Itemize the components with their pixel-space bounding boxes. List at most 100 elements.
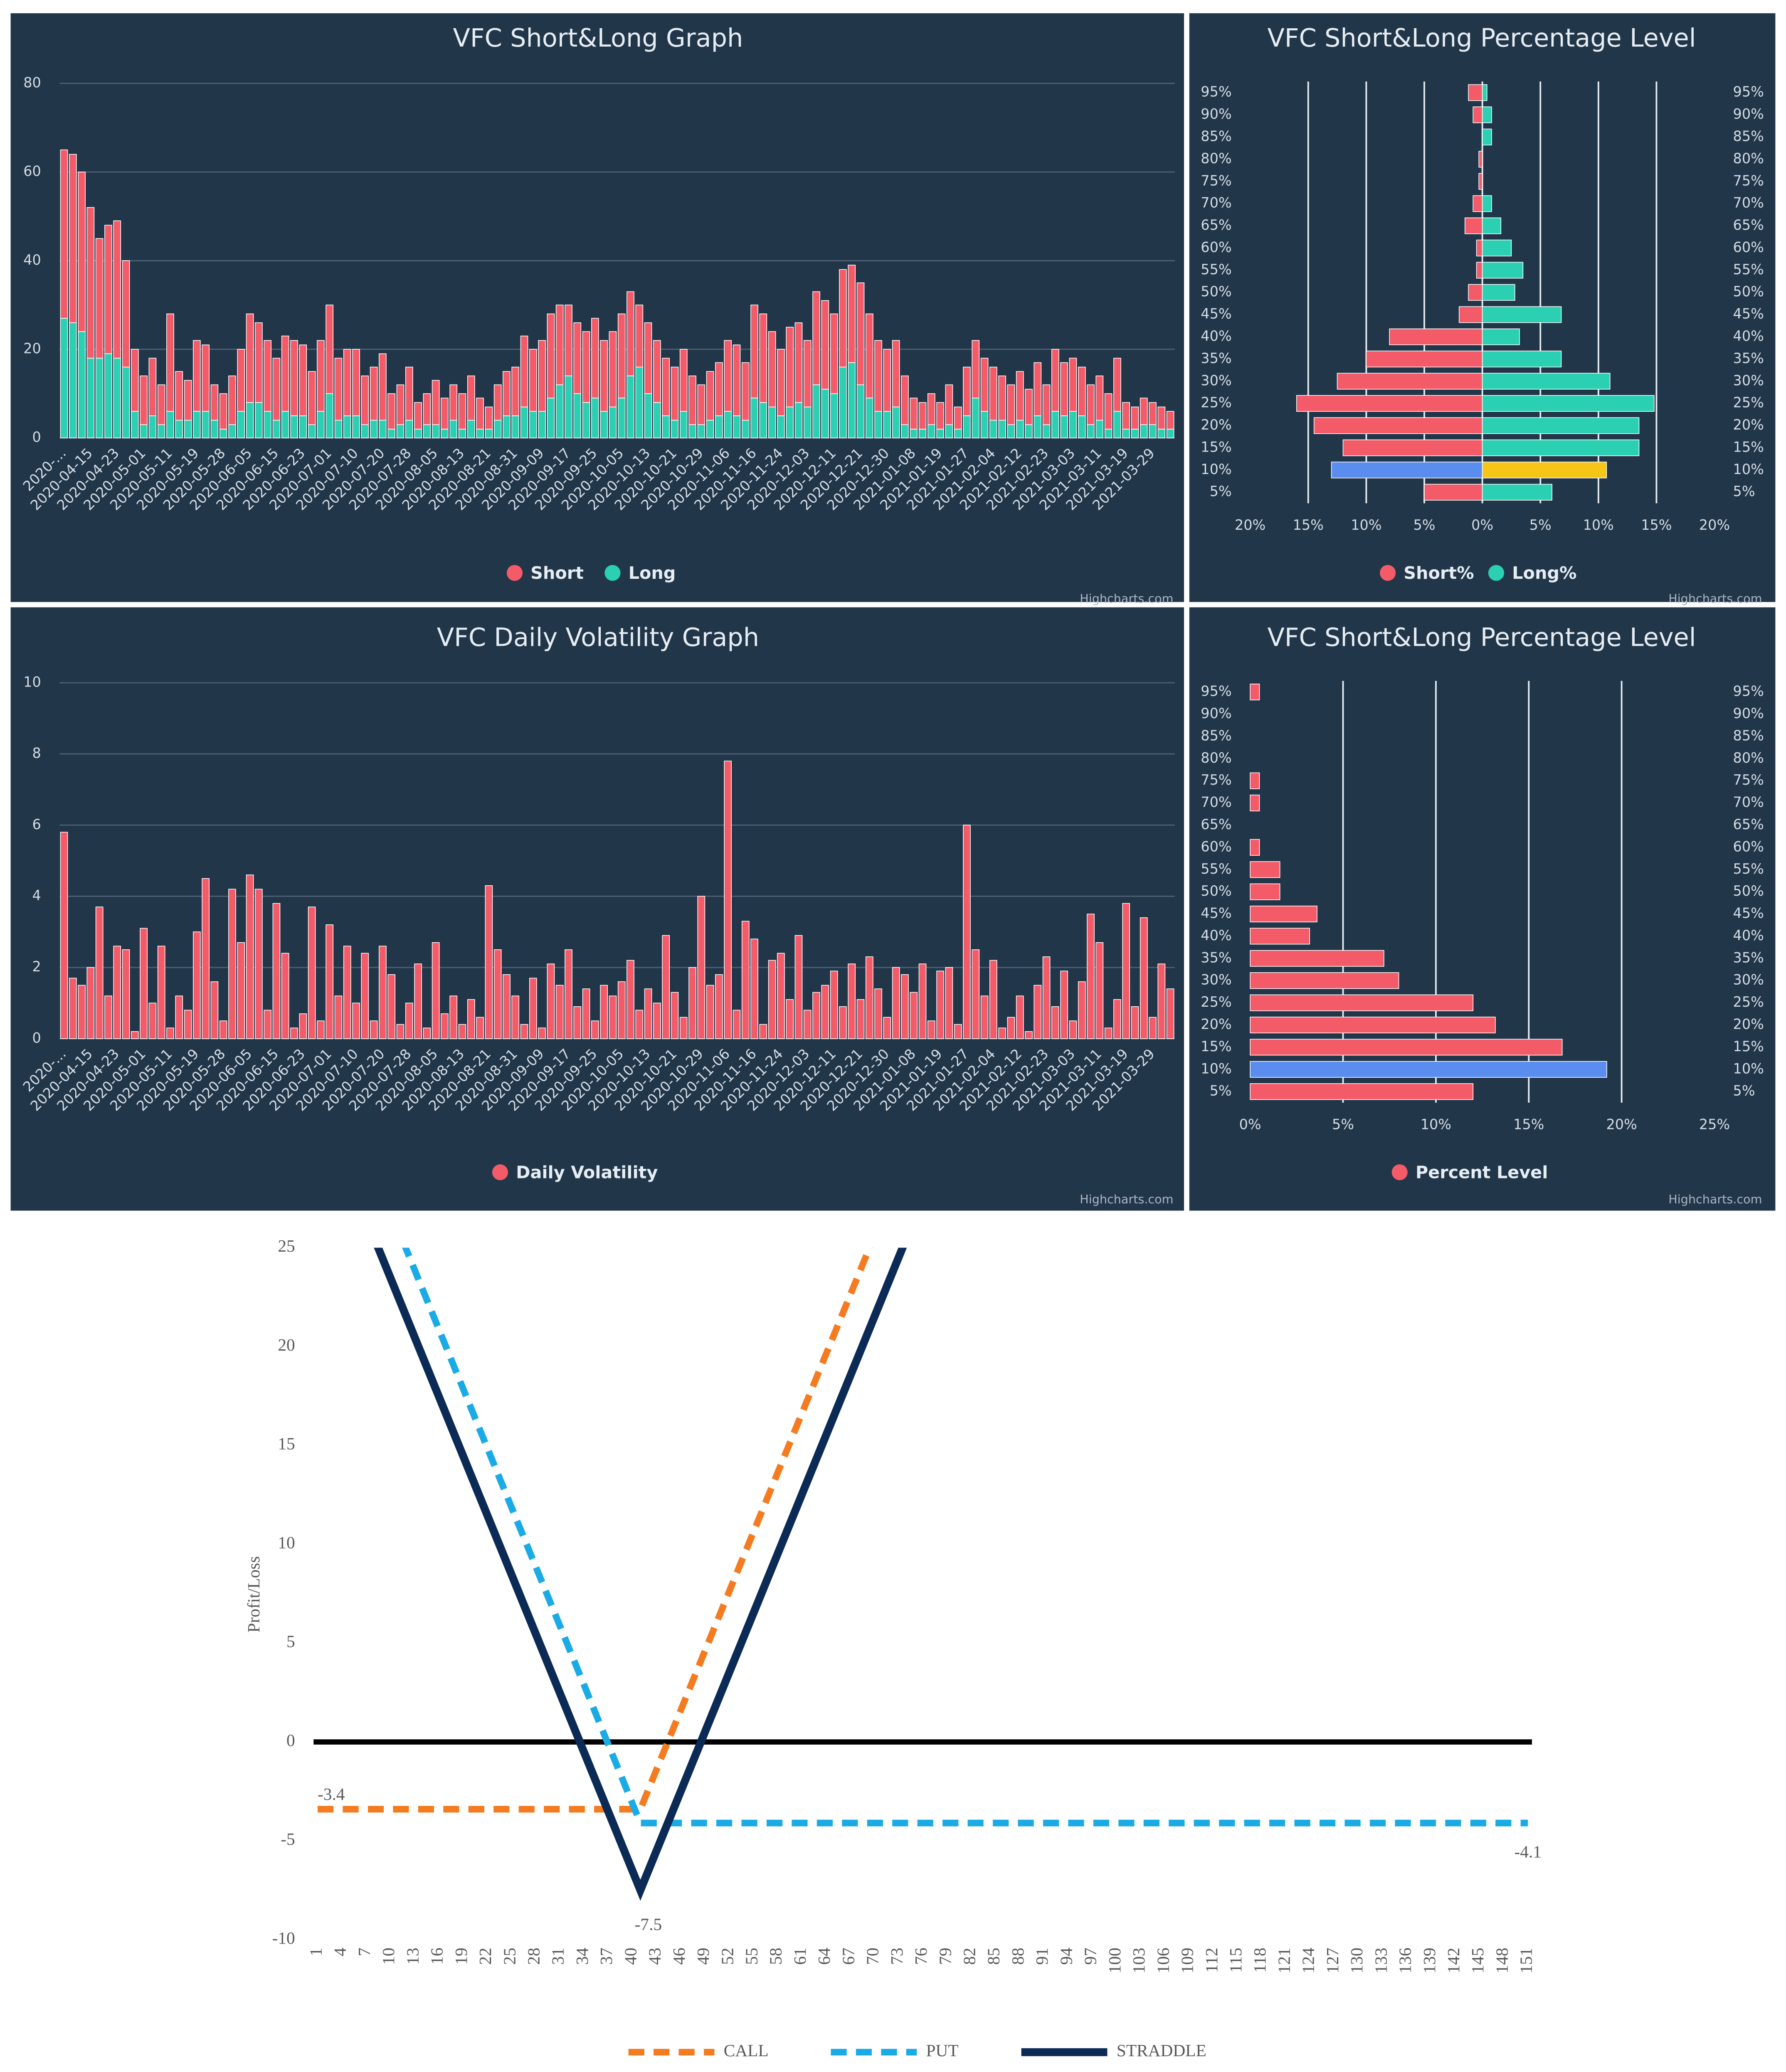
x-tick-label: 28 bbox=[524, 1948, 543, 1965]
y-tick-label-right: 95% bbox=[1733, 84, 1764, 100]
bar bbox=[157, 424, 165, 439]
bar bbox=[148, 358, 157, 416]
bar bbox=[1250, 772, 1260, 789]
bar bbox=[830, 393, 838, 439]
x-tick-label: 100 bbox=[1105, 1948, 1124, 1973]
bar bbox=[609, 406, 617, 439]
y-tick-label: 20 bbox=[278, 1335, 295, 1354]
bar bbox=[848, 963, 856, 1039]
bar bbox=[671, 992, 679, 1039]
bar bbox=[1157, 429, 1166, 439]
bar bbox=[299, 415, 307, 439]
bar bbox=[1140, 917, 1148, 1039]
bar bbox=[264, 1010, 271, 1039]
y-tick-label-right: 35% bbox=[1733, 350, 1764, 366]
bar bbox=[352, 349, 360, 416]
y-tick-label: -10 bbox=[272, 1928, 295, 1947]
bar bbox=[733, 344, 741, 416]
y-tick-label-right: 10% bbox=[1733, 1060, 1764, 1077]
bar bbox=[493, 949, 502, 1039]
x-tick-label: 73 bbox=[887, 1948, 906, 1965]
bar bbox=[565, 949, 572, 1039]
y-tick-label-right: 25% bbox=[1733, 994, 1764, 1010]
bar bbox=[1060, 971, 1068, 1039]
bar bbox=[361, 375, 369, 425]
bar bbox=[414, 402, 422, 430]
bar bbox=[733, 1010, 741, 1039]
bar bbox=[60, 318, 68, 439]
x-tick-label: 15% bbox=[1293, 517, 1324, 533]
x-tick-label: 148 bbox=[1492, 1948, 1511, 1973]
bar bbox=[653, 402, 661, 439]
bar bbox=[547, 313, 555, 399]
x-tick-label: 0% bbox=[1239, 1116, 1261, 1132]
legend-marker bbox=[604, 565, 621, 581]
y-tick-label: 60% bbox=[1201, 239, 1231, 255]
y-axis-title: Profit/Loss bbox=[244, 1556, 263, 1632]
bar bbox=[1482, 306, 1562, 323]
x-tick-label: 49 bbox=[693, 1948, 713, 1965]
bar bbox=[166, 313, 174, 412]
bar bbox=[777, 415, 785, 439]
bar bbox=[1473, 195, 1483, 212]
bar bbox=[617, 313, 626, 399]
bar bbox=[122, 949, 130, 1039]
bar bbox=[414, 429, 422, 439]
x-tick-label: 67 bbox=[839, 1948, 858, 1965]
bar bbox=[1140, 398, 1148, 425]
bar bbox=[1087, 914, 1095, 1039]
bar bbox=[989, 420, 997, 439]
bar bbox=[104, 995, 112, 1039]
y-tick-label: 75% bbox=[1201, 772, 1231, 788]
bar bbox=[131, 411, 139, 439]
bar bbox=[839, 269, 847, 368]
bar bbox=[166, 411, 174, 439]
legend-label: Long bbox=[629, 563, 676, 583]
bar bbox=[423, 393, 431, 425]
bar bbox=[759, 313, 767, 403]
y-tick-label-right: 45% bbox=[1733, 905, 1764, 921]
bar bbox=[1104, 393, 1113, 430]
bar bbox=[715, 415, 723, 439]
bar bbox=[777, 953, 785, 1039]
bar bbox=[733, 415, 741, 439]
y-tick-label: 35% bbox=[1201, 949, 1231, 966]
bar bbox=[741, 921, 750, 1039]
bar bbox=[901, 424, 909, 439]
y-tick-label-right: 40% bbox=[1733, 328, 1764, 344]
bar bbox=[1069, 1020, 1077, 1039]
bar bbox=[157, 946, 165, 1039]
bar bbox=[1468, 84, 1483, 101]
bar bbox=[830, 313, 838, 394]
bar bbox=[326, 304, 333, 394]
bar bbox=[1482, 351, 1562, 368]
bar bbox=[1069, 411, 1077, 439]
bar bbox=[1113, 358, 1121, 412]
bar bbox=[706, 985, 714, 1039]
y-tick-label-right: 45% bbox=[1733, 306, 1764, 322]
bar bbox=[1034, 362, 1042, 416]
bar bbox=[741, 420, 750, 439]
bar bbox=[972, 949, 980, 1039]
bar bbox=[1166, 429, 1174, 439]
y-tick-label: 0 bbox=[32, 1030, 41, 1046]
x-tick-label: 58 bbox=[766, 1948, 785, 1965]
y-tick-label: 65% bbox=[1201, 816, 1231, 832]
bar bbox=[113, 358, 121, 439]
credits: Highcharts.com bbox=[1668, 591, 1762, 605]
y-tick-label: 20 bbox=[23, 341, 41, 357]
bar bbox=[520, 1024, 528, 1039]
x-tick-label: 22 bbox=[476, 1948, 495, 1965]
bar bbox=[998, 1027, 1006, 1039]
bar bbox=[954, 1024, 962, 1039]
x-tick-label: 64 bbox=[814, 1948, 834, 1965]
bar bbox=[980, 995, 989, 1039]
bar bbox=[485, 429, 493, 439]
bar bbox=[635, 366, 644, 439]
bar bbox=[202, 411, 210, 439]
legend-marker bbox=[1379, 565, 1396, 581]
bar bbox=[1034, 985, 1042, 1039]
legend-label: Long% bbox=[1512, 563, 1576, 583]
bar bbox=[671, 366, 679, 421]
x-tick-label: 10% bbox=[1351, 517, 1381, 533]
